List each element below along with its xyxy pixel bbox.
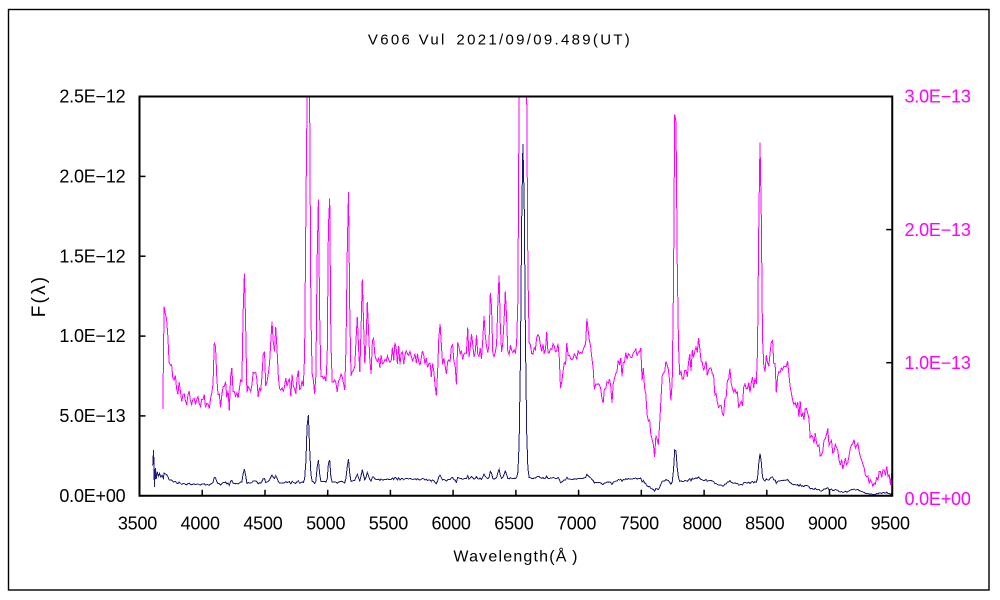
svg-text:6000: 6000 (431, 514, 470, 534)
svg-text:2.0E−13: 2.0E−13 (905, 220, 971, 240)
svg-text:6500: 6500 (494, 514, 533, 534)
svg-text:2.5E−12: 2.5E−12 (59, 87, 125, 107)
svg-text:V606 Vul 2021/09/09.489(UT): V606 Vul 2021/09/09.489(UT) (368, 32, 632, 49)
svg-text:1.0E−13: 1.0E−13 (905, 353, 971, 373)
svg-text:5500: 5500 (369, 514, 408, 534)
svg-text:9000: 9000 (808, 514, 847, 534)
svg-text:9500: 9500 (871, 514, 910, 534)
svg-text:1.5E−12: 1.5E−12 (59, 246, 125, 266)
svg-text:7000: 7000 (557, 514, 596, 534)
svg-text:0.0E+00: 0.0E+00 (59, 486, 125, 506)
svg-text:2.0E−12: 2.0E−12 (59, 167, 125, 187)
svg-text:1.0E−12: 1.0E−12 (59, 326, 125, 346)
svg-text:Wavelength(Å ): Wavelength(Å ) (453, 547, 578, 566)
svg-text:7500: 7500 (620, 514, 659, 534)
svg-text:8500: 8500 (745, 514, 784, 534)
svg-text:F(λ): F(λ) (29, 275, 50, 318)
svg-text:5.0E−13: 5.0E−13 (59, 406, 125, 426)
svg-text:0.0E+00: 0.0E+00 (905, 489, 971, 509)
svg-text:4000: 4000 (181, 514, 220, 534)
svg-text:8000: 8000 (682, 514, 721, 534)
svg-text:4500: 4500 (243, 514, 282, 534)
svg-text:5000: 5000 (306, 514, 345, 534)
svg-text:3.0E−13: 3.0E−13 (905, 87, 971, 107)
svg-text:3500: 3500 (118, 514, 157, 534)
